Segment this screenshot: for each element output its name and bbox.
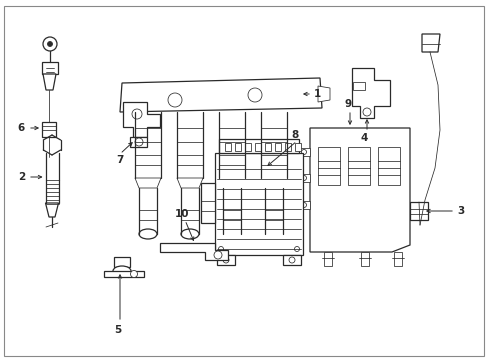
Bar (254, 143, 261, 151)
Text: 5: 5 (114, 325, 122, 335)
Bar (274, 143, 281, 151)
Text: 1: 1 (313, 89, 321, 99)
Polygon shape (114, 257, 130, 267)
Ellipse shape (139, 229, 157, 239)
Circle shape (301, 149, 306, 154)
Text: 6: 6 (18, 123, 25, 133)
Ellipse shape (181, 229, 199, 239)
Circle shape (223, 257, 228, 263)
Bar (224, 143, 230, 151)
Circle shape (135, 138, 142, 146)
Polygon shape (120, 78, 321, 112)
Circle shape (168, 93, 182, 107)
Polygon shape (324, 252, 331, 266)
Bar (347, 147, 369, 185)
Circle shape (247, 88, 262, 102)
Circle shape (362, 108, 370, 116)
Polygon shape (360, 252, 368, 266)
Bar (235, 143, 241, 151)
Circle shape (132, 109, 142, 119)
Text: 8: 8 (290, 130, 298, 140)
Bar (219, 139, 298, 153)
Bar (294, 143, 301, 151)
Circle shape (218, 247, 223, 252)
Polygon shape (135, 178, 161, 188)
Circle shape (288, 257, 294, 263)
Polygon shape (160, 243, 227, 260)
Polygon shape (409, 202, 427, 220)
Polygon shape (297, 201, 309, 209)
Bar (377, 147, 399, 185)
Text: 7: 7 (116, 155, 123, 165)
Bar (352, 82, 364, 90)
Polygon shape (104, 271, 143, 277)
Ellipse shape (264, 229, 283, 239)
Polygon shape (42, 62, 58, 74)
Polygon shape (219, 178, 244, 188)
Text: 4: 4 (360, 133, 367, 143)
Bar (215, 153, 303, 255)
Circle shape (301, 176, 306, 180)
Circle shape (43, 37, 57, 51)
Circle shape (130, 270, 137, 278)
Text: 3: 3 (456, 206, 463, 216)
Polygon shape (393, 252, 401, 266)
Bar (244, 143, 250, 151)
Polygon shape (261, 178, 286, 188)
Polygon shape (351, 68, 389, 118)
Circle shape (301, 202, 306, 207)
Bar (201, 183, 215, 223)
Text: 10: 10 (174, 209, 189, 219)
Circle shape (294, 247, 299, 252)
Bar (283, 255, 301, 265)
Polygon shape (123, 102, 160, 137)
Text: 2: 2 (18, 172, 25, 182)
Polygon shape (317, 86, 329, 102)
Bar (285, 143, 290, 151)
Polygon shape (297, 174, 309, 182)
Ellipse shape (223, 229, 241, 239)
Ellipse shape (113, 266, 131, 276)
Polygon shape (297, 148, 309, 156)
Bar (317, 147, 339, 185)
Circle shape (214, 251, 222, 259)
Polygon shape (45, 203, 59, 217)
Polygon shape (421, 34, 439, 52)
Bar (217, 255, 235, 265)
Polygon shape (43, 74, 56, 90)
Polygon shape (130, 137, 147, 147)
Circle shape (47, 41, 52, 46)
Text: 9: 9 (344, 99, 351, 109)
Polygon shape (309, 128, 409, 252)
Polygon shape (177, 178, 203, 188)
Bar (264, 143, 270, 151)
Polygon shape (42, 122, 56, 137)
